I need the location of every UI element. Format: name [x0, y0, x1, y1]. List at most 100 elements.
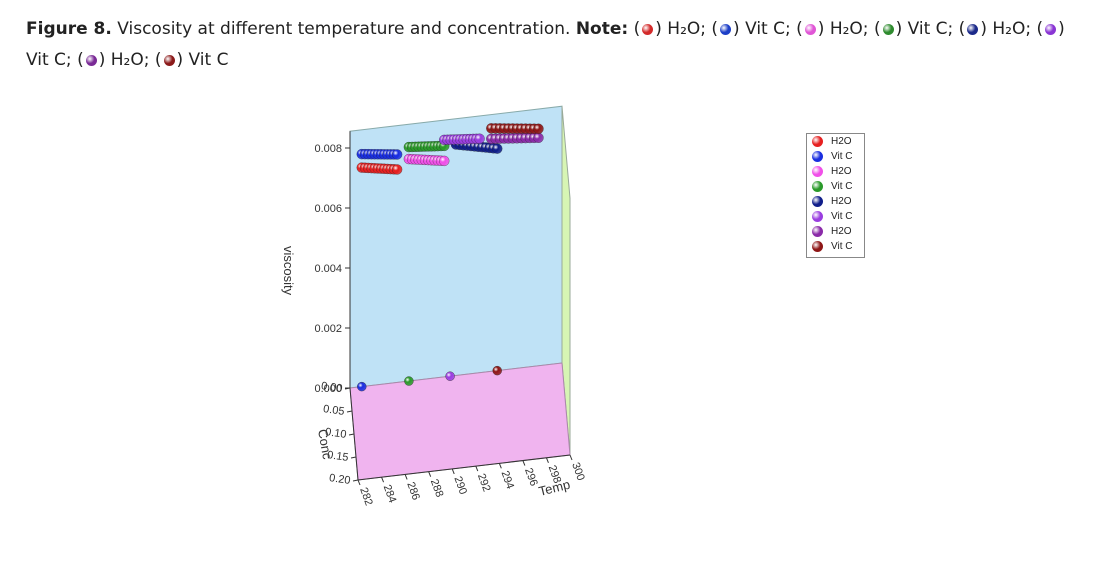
- z-tick-label: 0.006: [314, 203, 342, 215]
- legend-marker-icon: [812, 136, 823, 147]
- y-tick-mark: [352, 479, 359, 482]
- caption-item: () H₂O;: [958, 19, 1037, 39]
- tick-labels: 0.000 0.002 0.004 0.006 0.008 0.00 0.05 0.10 0.1…: [314, 143, 586, 507]
- x-tick-mark: [381, 477, 385, 483]
- legend-item: Vit C: [807, 209, 864, 224]
- data-point: [439, 155, 450, 167]
- y-tick-mark: [350, 456, 357, 459]
- caption-swatch-icon: [804, 24, 816, 35]
- caption-item-label: ) H₂O;: [817, 19, 874, 39]
- data-point: [492, 143, 503, 154]
- x-tick-mark: [522, 460, 526, 466]
- y-tick-label: 0.00: [320, 380, 343, 395]
- legend-label: H2O: [831, 196, 852, 207]
- legend-label: Vit C: [831, 181, 853, 192]
- data-point: [391, 149, 403, 160]
- legend: H2O Vit C H2O Vit C H2O Vit C H2O Vit C: [806, 133, 865, 258]
- data-point: [391, 164, 403, 175]
- x-tick-label: 286: [404, 480, 422, 501]
- legend-item: H2O: [807, 224, 864, 239]
- y-tick-label: 0.10: [324, 426, 347, 441]
- legend-item: Vit C: [807, 239, 864, 254]
- z-tick-label: 0.000: [314, 383, 342, 395]
- y-tick-label: 0.15: [326, 449, 349, 464]
- caption-item-label: ) Vit C: [176, 50, 229, 70]
- legend-marker-icon: [812, 241, 823, 252]
- x-tick-mark: [428, 471, 432, 477]
- x-axis-label: Temp: [537, 477, 571, 499]
- caption-text: Viscosity at different temperature and c…: [111, 19, 576, 39]
- legend-marker-icon: [812, 166, 823, 177]
- data-point: [474, 133, 485, 144]
- caption-item-label: ) Vit C;: [733, 19, 797, 39]
- legend-marker-icon: [812, 226, 823, 237]
- legend-label: Vit C: [831, 211, 853, 222]
- floor-point: [445, 371, 455, 381]
- caption-swatch-icon: [163, 55, 175, 66]
- x-tick-mark: [404, 474, 408, 480]
- y-tick-label: 0.20: [328, 472, 351, 487]
- x-tick-label: 288: [428, 478, 446, 499]
- x-tick-label: 292: [475, 472, 493, 493]
- floor-point: [357, 381, 367, 392]
- x-axis-line: [357, 454, 571, 481]
- floor-point: [492, 365, 502, 376]
- x-tick-label: 282: [357, 486, 375, 507]
- caption-swatch-icon: [967, 24, 979, 35]
- caption-item: () Vit C;: [711, 19, 797, 39]
- caption-item-label: ) Vit C;: [895, 19, 959, 39]
- legend-item: H2O: [807, 134, 864, 149]
- x-tick-label: 300: [569, 461, 587, 482]
- legend-marker-icon: [812, 151, 823, 162]
- caption-item-label: ) H₂O;: [98, 50, 155, 70]
- data-point: [533, 132, 544, 143]
- z-tick-label: 0.004: [314, 263, 342, 275]
- caption-item: () H₂O;: [796, 19, 874, 39]
- caption-item-label: ) H₂O;: [980, 19, 1037, 39]
- legend-marker-icon: [812, 181, 823, 192]
- legend-marker-icon: [812, 196, 823, 207]
- caption-items: () H₂O; () Vit C; () H₂O; () Vit C; () H…: [26, 19, 1065, 70]
- x-tick-label: 296: [522, 466, 540, 487]
- x-tick-label: 294: [499, 469, 517, 490]
- x-tick-mark: [498, 463, 502, 469]
- y-tick-mark: [346, 410, 353, 413]
- x-tick-mark: [475, 465, 479, 472]
- caption-note-label: Note:: [575, 19, 629, 39]
- caption-swatch-icon: [720, 24, 732, 35]
- z-axis-label: viscosity: [281, 246, 296, 296]
- x-tick-label: 290: [451, 475, 469, 496]
- axes: [344, 131, 573, 486]
- x-tick-mark: [451, 468, 455, 475]
- legend-label: Vit C: [831, 151, 853, 162]
- caption-item: () Vit C: [154, 50, 229, 70]
- legend-item: H2O: [807, 194, 864, 209]
- caption-swatch-icon: [882, 24, 894, 35]
- legend-item: Vit C: [807, 149, 864, 164]
- legend-label: H2O: [831, 166, 852, 177]
- y-tick-label: 0.05: [322, 403, 345, 418]
- legend-item: Vit C: [807, 179, 864, 194]
- x-tick-label: 284: [381, 483, 399, 504]
- data-points: [356, 123, 544, 392]
- x-tick-mark: [357, 479, 361, 486]
- caption-prefix: Figure 8.: [26, 19, 112, 39]
- caption-item: () Vit C;: [26, 19, 1065, 70]
- caption-item: () Vit C;: [873, 19, 959, 39]
- legend-label: H2O: [831, 136, 852, 147]
- y-axis-label: Conc: [315, 428, 335, 461]
- caption-swatch-icon: [85, 55, 97, 66]
- caption-item: () H₂O;: [633, 19, 712, 39]
- caption-swatch-icon: [642, 24, 654, 35]
- caption-item-label: ) Vit C;: [26, 19, 1065, 70]
- legend-item: H2O: [807, 164, 864, 179]
- x-tick-label: 298: [546, 464, 564, 485]
- caption-item: () H₂O;: [77, 50, 155, 70]
- z-tick-label: 0.002: [314, 323, 342, 335]
- x-tick-mark: [545, 457, 549, 463]
- legend-label: H2O: [831, 226, 852, 237]
- figure-caption: Figure 8. Viscosity at different tempera…: [26, 14, 1091, 76]
- x-tick-mark: [569, 454, 573, 461]
- caption-item-label: ) H₂O;: [655, 19, 712, 39]
